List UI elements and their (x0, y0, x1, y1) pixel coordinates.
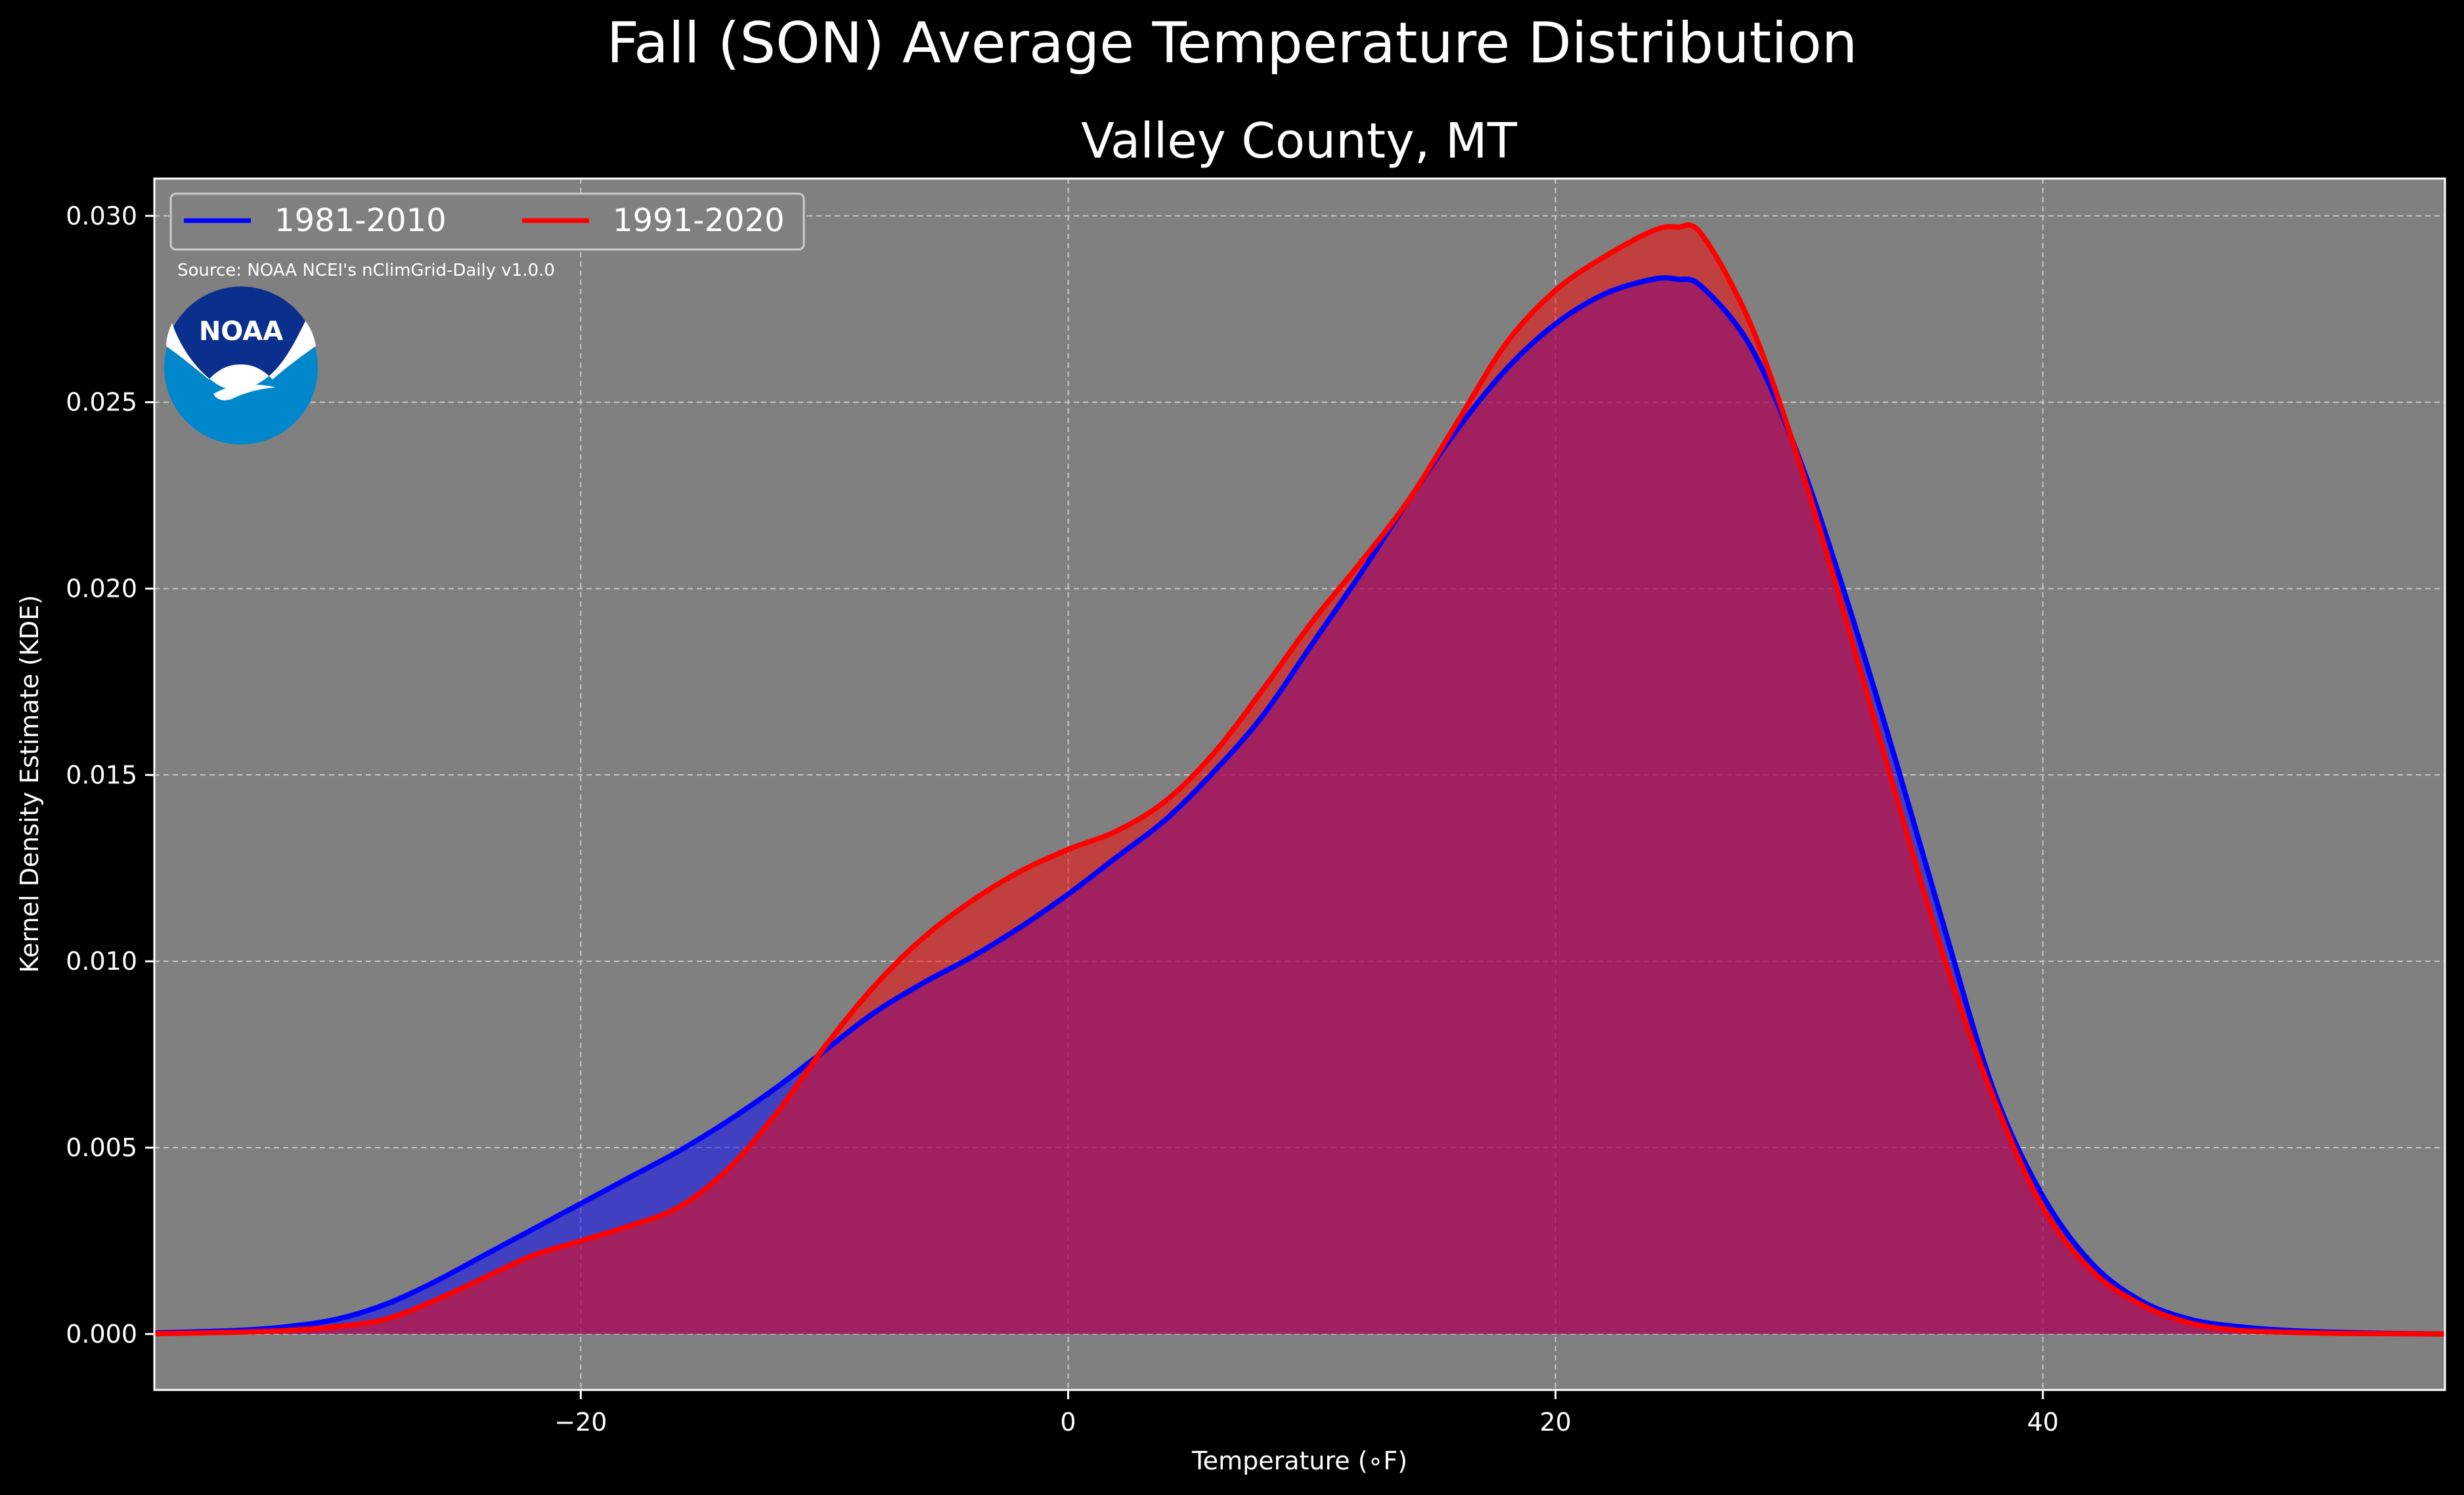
y-tick-label: 0.030 (66, 202, 137, 230)
legend-box (169, 192, 805, 251)
noaa-logo-icon: NOAA (164, 286, 318, 444)
x-axis-ticks: −20 0 20 40 (554, 1390, 2059, 1437)
y-axis-ticks: 0.000 0.005 0.010 0.015 0.020 0.025 0.030 (66, 202, 154, 1349)
y-tick-label: 0.000 (66, 1320, 137, 1349)
y-tick-label: 0.010 (66, 947, 137, 976)
x-tick-label: −20 (554, 1408, 607, 1437)
x-tick-label: 20 (1539, 1408, 1571, 1437)
series-line-1991-2020 (154, 222, 2445, 1337)
legend-label-1991-2020: 1991-2020 (613, 202, 785, 239)
y-tick-label: 0.015 (66, 760, 137, 789)
source-annotation: Source: NOAA NCEI's nClimGrid-Daily v1.0… (177, 261, 555, 280)
x-axis-label: Temperature (∘F) (1191, 1446, 1407, 1475)
x-tick-label: 40 (2027, 1408, 2059, 1437)
x-tick-label: 0 (1060, 1408, 1076, 1437)
chart-title: Fall (SON) Average Temperature Distribut… (607, 11, 1858, 76)
series-layer (154, 222, 2445, 1337)
area-fill-1991-2020 (154, 225, 2445, 1334)
y-tick-label: 0.005 (66, 1133, 137, 1162)
logo-text: NOAA (199, 316, 283, 347)
y-tick-label: 0.020 (66, 574, 137, 603)
plot-frame (153, 177, 2446, 1391)
y-tick-label: 0.025 (66, 388, 137, 417)
legend: 1981-2010 1991-2020 (169, 192, 805, 251)
y-axis-label: Kernel Density Estimate (KDE) (15, 595, 44, 973)
legend-label-1981-2010: 1981-2010 (275, 202, 447, 239)
chart-subtitle: Valley County, MT (1081, 113, 1518, 169)
